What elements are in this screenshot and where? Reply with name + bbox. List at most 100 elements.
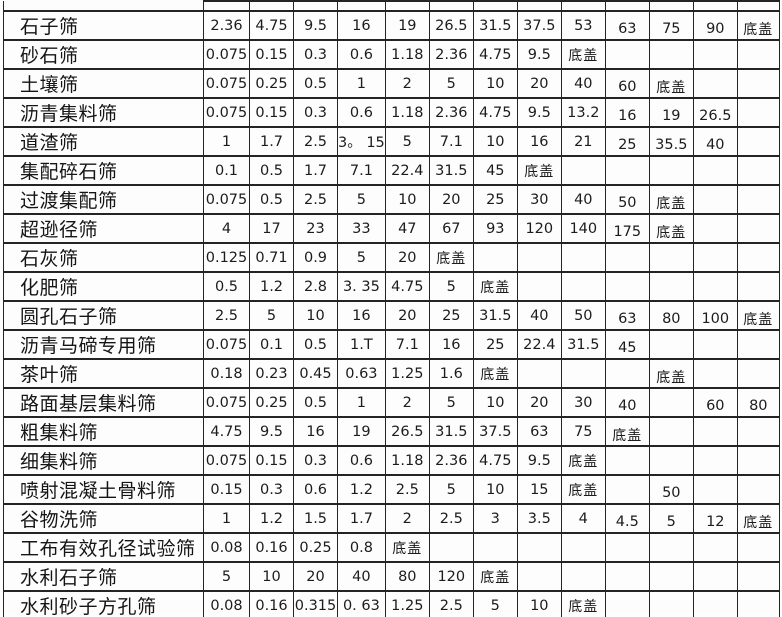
sieve-size-cell: 1.T [337,329,386,360]
sieve-size-cell: 0.3 [249,474,294,505]
sieve-size-cell: 2.5 [203,300,250,331]
sieve-size-cell: 45 [604,329,650,360]
table-row: 道渣筛 1 1.7 2.5 3。 15 5 7.1 10 16 21 25 35.5 40 [3,126,780,157]
sieve-size-cell: 2.5 [293,184,338,215]
sieve-size-cell: 5 [472,590,518,617]
sieve-size-cell: 0.3 [293,445,338,476]
sieve-size-cell [736,97,780,128]
sieve-size-cell: 120 [516,213,562,244]
table-row: 过渡集配筛 0.075 0.5 2.5 5 10 20 25 30 40 50 底盖 [3,184,780,215]
sieve-size-cell: 10 [384,184,430,215]
row-label: 沥青马碲专用筛 [3,329,204,360]
sieve-size-cell: 9.5 [516,445,562,476]
bottom-cover-cell: 底盖 [736,503,780,534]
table-row: 沥青集料筛 0.075 0.15 0.3 0.6 1.18 2.36 4.75 9.5 13.2 1… [3,97,780,128]
sieve-size-cell: 0.5 [293,68,338,99]
sieve-size-cell: 0.16 [249,590,294,617]
sieve-size-cell: 20 [293,561,338,592]
table-row: 圆孔石子筛 2.5 5 10 16 20 25 31.5 40 50 63 80 100 底盖 [3,300,780,331]
sieve-size-cell: 9.5 [249,416,294,447]
sieve-size-cell [560,532,606,563]
sieve-size-cell: 0.075 [203,39,250,70]
row-label: 谷物洗筛 [3,503,204,534]
cropped-cell [293,0,338,11]
bottom-cover-cell: 底盖 [648,358,694,389]
bottom-cover-cell: 底盖 [560,590,606,617]
sieve-size-cell: 1.25 [384,590,430,617]
sieve-size-cell [692,329,738,360]
sieve-size-cell: 2 [384,68,430,99]
sieve-size-cell: 75 [560,416,606,447]
sieve-size-cell: 20 [516,387,562,418]
sieve-size-cell: 19 [384,10,430,41]
sieve-size-cell [736,329,780,360]
sieve-size-table: 石子筛 2.36 4.75 9.5 16 19 26.5 31.5 37.5 53 63 75 90 底盖… [3,0,780,617]
sieve-size-cell [428,532,474,563]
sieve-size-cell: 31.5 [428,416,474,447]
sieve-size-cell [692,39,738,70]
sieve-size-cell: 0.5 [249,155,294,186]
row-label: 圆孔石子筛 [3,300,204,331]
sieve-size-cell: 4 [203,213,250,244]
sieve-size-cell [736,184,780,215]
sieve-size-cell [648,155,694,186]
sieve-size-cell: 1.18 [384,445,430,476]
sieve-size-cell: 0.45 [293,358,338,389]
sieve-size-cell [692,271,738,302]
sieve-size-cell [648,387,694,418]
sieve-size-cell: 4.75 [472,445,518,476]
sieve-size-cell: 25 [604,126,650,157]
sieve-size-cell [604,39,650,70]
row-label: 超逊径筛 [3,213,204,244]
cropped-cell [560,0,606,11]
table-row: 细集料筛 0.075 0.15 0.3 0.6 1.18 2.36 4.75 9.5 底盖 [3,445,780,476]
sieve-size-cell: 4.75 [472,39,518,70]
table-row: 化肥筛 0.5 1.2 2.8 3. 35 4.75 5 底盖 [3,271,780,302]
table-row: 超逊径筛 4 17 23 33 47 67 93 120 140 175 底盖 [3,213,780,244]
sieve-size-cell [692,184,738,215]
sieve-size-cell: 0.3 [293,39,338,70]
sieve-size-cell: 10 [516,590,562,617]
sieve-size-cell: 9.5 [293,10,338,41]
sieve-size-cell: 20 [384,300,430,331]
sieve-size-cell: 40 [560,184,606,215]
sieve-size-cell: 0.075 [203,387,250,418]
sieve-size-cell: 0.075 [203,329,250,360]
sieve-size-cell [604,532,650,563]
sieve-size-cell [736,155,780,186]
sieve-size-cell [604,445,650,476]
table-row: 沥青马碲专用筛 0.075 0.1 0.5 1.T 7.1 16 25 22.4 31.5 45 [3,329,780,360]
sieve-size-cell: 0.18 [203,358,250,389]
row-label: 工布有效孔径试验筛 [3,532,204,563]
sieve-size-cell [604,155,650,186]
table-row: 路面基层集料筛 0.075 0.25 0.5 1 2 5 10 20 30 40 60 80 [3,387,780,418]
sieve-size-cell: 0.5 [293,329,338,360]
sieve-size-cell: 0.63 [337,358,386,389]
sieve-size-cell [648,532,694,563]
sieve-size-cell: 10 [293,300,338,331]
sieve-size-cell: 53 [560,10,606,41]
sieve-size-cell [736,532,780,563]
table-row: 工布有效孔径试验筛 0.08 0.16 0.25 0.8 底盖 [3,532,780,563]
table-row: 砂石筛 0.075 0.15 0.3 0.6 1.18 2.36 4.75 9.5 底盖 [3,39,780,70]
sieve-size-cell: 3. 35 [337,271,386,302]
sieve-size-cell: 16 [428,329,474,360]
row-label: 水利砂子方孔筛 [3,590,204,617]
sieve-size-cell [648,242,694,273]
sieve-size-cell: 80 [736,387,780,418]
row-label: 土壤筛 [3,68,204,99]
sieve-size-cell: 30 [516,184,562,215]
cropped-cell [384,0,430,11]
sieve-size-cell: 5 [203,561,250,592]
sieve-size-cell [692,416,738,447]
table-row: 集配碎石筛 0.1 0.5 1.7 7.1 22.4 31.5 45 底盖 [3,155,780,186]
sieve-size-cell: 22.4 [516,329,562,360]
cropped-cell [692,0,738,11]
sieve-size-cell [692,445,738,476]
sieve-size-cell: 1.2 [337,474,386,505]
bottom-cover-cell: 底盖 [384,532,430,563]
sieve-size-cell: 0.15 [249,97,294,128]
sieve-size-cell: 26.5 [692,97,738,128]
sieve-size-cell: 16 [293,416,338,447]
sieve-size-cell: 2.36 [203,10,250,41]
